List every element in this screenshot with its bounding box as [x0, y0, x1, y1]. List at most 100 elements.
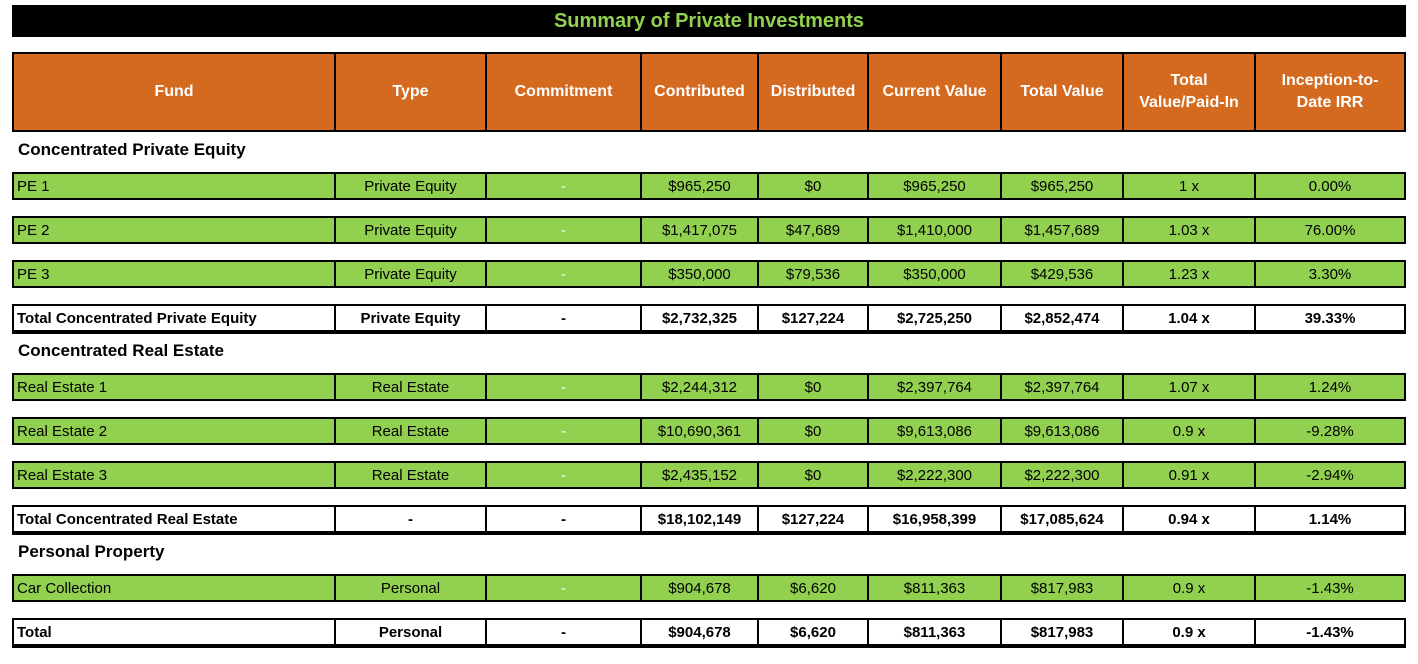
cell-current-value: $2,725,250: [867, 304, 1000, 332]
cell-distributed: $6,620: [757, 618, 867, 646]
cell-fund: Real Estate 2: [12, 417, 334, 445]
cell-contributed: $2,435,152: [640, 461, 757, 489]
cell-irr: -1.43%: [1254, 618, 1406, 646]
header-type: Type: [334, 52, 485, 132]
header-current-value: Current Value: [867, 52, 1000, 132]
table-header: Fund Type Commitment Contributed Distrib…: [12, 52, 1406, 132]
cell-current-value: $811,363: [867, 618, 1000, 646]
cell-total-value: $817,983: [1000, 618, 1122, 646]
cell-contributed: $904,678: [640, 574, 757, 602]
cell-type: Personal: [334, 618, 485, 646]
header-contributed: Contributed: [640, 52, 757, 132]
cell-tvpi: 0.9 x: [1122, 417, 1254, 445]
cell-fund: Real Estate 3: [12, 461, 334, 489]
cell-current-value: $2,397,764: [867, 373, 1000, 401]
cell-commitment: -: [485, 618, 640, 646]
cell-type: Private Equity: [334, 172, 485, 200]
cell-total-value: $1,457,689: [1000, 216, 1122, 244]
cell-commitment: -: [485, 172, 640, 200]
table-row: Real Estate 3 Real Estate - $2,435,152 $0 $2,…: [12, 461, 1406, 489]
cell-fund: Total: [12, 618, 334, 646]
cell-distributed: $0: [757, 373, 867, 401]
cell-fund: Total Concentrated Real Estate: [12, 505, 334, 533]
cell-distributed: $0: [757, 172, 867, 200]
cell-tvpi: 1.23 x: [1122, 260, 1254, 288]
cell-irr: 1.24%: [1254, 373, 1406, 401]
cell-commitment: -: [485, 260, 640, 288]
total-row: Total Concentrated Real Estate - - $18,102,…: [12, 505, 1406, 535]
header-fund: Fund: [12, 52, 334, 132]
table-row: PE 1 Private Equity - $965,250 $0 $965,250 $96…: [12, 172, 1406, 200]
cell-contributed: $18,102,149: [640, 505, 757, 533]
cell-irr: -2.94%: [1254, 461, 1406, 489]
cell-type: Personal: [334, 574, 485, 602]
cell-commitment: -: [485, 304, 640, 332]
cell-irr: 0.00%: [1254, 172, 1406, 200]
cell-contributed: $904,678: [640, 618, 757, 646]
cell-total-value: $2,222,300: [1000, 461, 1122, 489]
header-total-value: Total Value: [1000, 52, 1122, 132]
cell-current-value: $16,958,399: [867, 505, 1000, 533]
cell-tvpi: 0.9 x: [1122, 618, 1254, 646]
cell-tvpi: 1 x: [1122, 172, 1254, 200]
cell-fund: Real Estate 1: [12, 373, 334, 401]
cell-distributed: $0: [757, 461, 867, 489]
cell-fund: Car Collection: [12, 574, 334, 602]
table-row: Real Estate 2 Real Estate - $10,690,361 $0 $9…: [12, 417, 1406, 445]
cell-contributed: $350,000: [640, 260, 757, 288]
cell-current-value: $9,613,086: [867, 417, 1000, 445]
cell-tvpi: 0.9 x: [1122, 574, 1254, 602]
cell-distributed: $79,536: [757, 260, 867, 288]
cell-commitment: -: [485, 417, 640, 445]
cell-distributed: $6,620: [757, 574, 867, 602]
header-commitment: Commitment: [485, 52, 640, 132]
cell-irr: -9.28%: [1254, 417, 1406, 445]
section-title-private-equity: Concentrated Private Equity: [18, 140, 246, 159]
cell-total-value: $429,536: [1000, 260, 1122, 288]
cell-tvpi: 1.03 x: [1122, 216, 1254, 244]
cell-irr: 76.00%: [1254, 216, 1406, 244]
cell-contributed: $965,250: [640, 172, 757, 200]
cell-contributed: $1,417,075: [640, 216, 757, 244]
cell-irr: 1.14%: [1254, 505, 1406, 533]
cell-type: Real Estate: [334, 461, 485, 489]
cell-type: Real Estate: [334, 417, 485, 445]
cell-commitment: -: [485, 373, 640, 401]
cell-contributed: $2,244,312: [640, 373, 757, 401]
section-title-personal-property: Personal Property: [18, 542, 165, 561]
cell-type: Private Equity: [334, 304, 485, 332]
cell-current-value: $965,250: [867, 172, 1000, 200]
cell-commitment: -: [485, 505, 640, 533]
cell-distributed: $127,224: [757, 505, 867, 533]
table-row: Car Collection Personal - $904,678 $6,620 $81…: [12, 574, 1406, 602]
total-row: Total Concentrated Private Equity Private…: [12, 304, 1406, 334]
cell-type: -: [334, 505, 485, 533]
cell-contributed: $10,690,361: [640, 417, 757, 445]
cell-current-value: $1,410,000: [867, 216, 1000, 244]
total-row: Total Personal - $904,678 $6,620 $811,363 $817…: [12, 618, 1406, 648]
cell-current-value: $350,000: [867, 260, 1000, 288]
cell-irr: -1.43%: [1254, 574, 1406, 602]
cell-contributed: $2,732,325: [640, 304, 757, 332]
cell-commitment: -: [485, 461, 640, 489]
cell-distributed: $0: [757, 417, 867, 445]
cell-type: Real Estate: [334, 373, 485, 401]
cell-commitment: -: [485, 574, 640, 602]
cell-current-value: $2,222,300: [867, 461, 1000, 489]
table-row: Real Estate 1 Real Estate - $2,244,312 $0 $2,…: [12, 373, 1406, 401]
cell-tvpi: 0.91 x: [1122, 461, 1254, 489]
cell-fund: PE 2: [12, 216, 334, 244]
cell-distributed: $127,224: [757, 304, 867, 332]
cell-fund: PE 1: [12, 172, 334, 200]
table-row: PE 3 Private Equity - $350,000 $79,536 $350,0…: [12, 260, 1406, 288]
cell-total-value: $2,852,474: [1000, 304, 1122, 332]
cell-tvpi: 0.94 x: [1122, 505, 1254, 533]
page-title: Summary of Private Investments: [12, 5, 1406, 37]
cell-total-value: $9,613,086: [1000, 417, 1122, 445]
cell-total-value: $965,250: [1000, 172, 1122, 200]
header-distributed: Distributed: [757, 52, 867, 132]
cell-tvpi: 1.04 x: [1122, 304, 1254, 332]
cell-total-value: $817,983: [1000, 574, 1122, 602]
header-irr: Inception-to- Date IRR: [1254, 52, 1406, 132]
cell-total-value: $17,085,624: [1000, 505, 1122, 533]
